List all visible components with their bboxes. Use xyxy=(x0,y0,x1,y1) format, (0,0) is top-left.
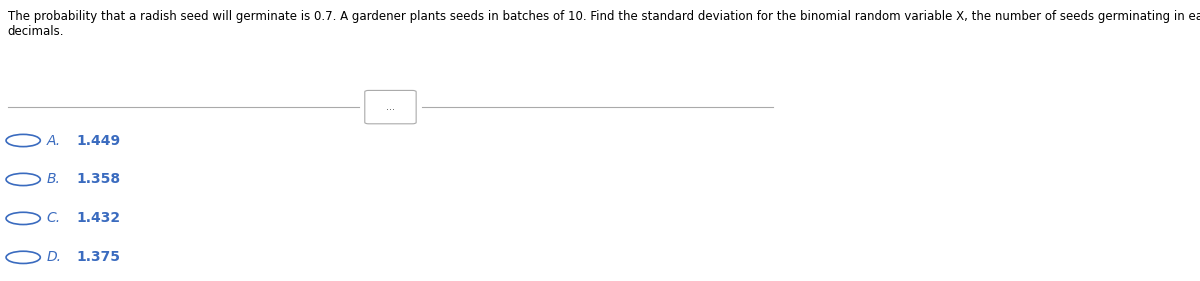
Text: ...: ... xyxy=(386,102,395,112)
Text: 1.358: 1.358 xyxy=(76,173,120,187)
Text: 1.432: 1.432 xyxy=(76,211,120,225)
Text: The probability that a radish seed will germinate is 0.7. A gardener plants seed: The probability that a radish seed will … xyxy=(7,10,1200,38)
Text: C.: C. xyxy=(47,211,61,225)
Text: B.: B. xyxy=(47,173,60,187)
Text: D.: D. xyxy=(47,250,61,264)
Text: A.: A. xyxy=(47,133,61,148)
Text: 1.375: 1.375 xyxy=(76,250,120,264)
FancyBboxPatch shape xyxy=(365,90,416,124)
Text: 1.449: 1.449 xyxy=(76,133,120,148)
